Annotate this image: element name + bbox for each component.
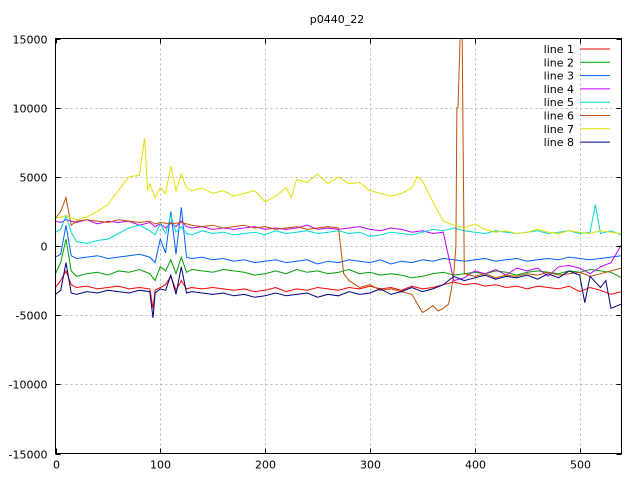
series-line-5: [55, 204, 622, 244]
x-tick-label: 300: [360, 459, 381, 472]
grid-lines: [55, 38, 622, 454]
x-tick-label: 200: [255, 459, 276, 472]
y-tick-label: -5000: [16, 310, 48, 323]
y-tick-label: 15000: [13, 34, 48, 47]
legend-label: line 2: [544, 56, 574, 69]
legend-label: line 1: [544, 43, 574, 56]
y-tick-label: -15000: [9, 449, 48, 462]
chart-title: p0440_22: [310, 13, 364, 26]
x-tick-label: 500: [570, 459, 591, 472]
y-tick-label: 0: [41, 241, 48, 254]
series-line-8: [55, 262, 622, 318]
legend-label: line 5: [544, 96, 574, 109]
axis-ticks: 0 100 200 300 400 500 -15000 -10000 -5000 0 5000 10…: [9, 34, 622, 472]
series-line-7: [55, 138, 622, 235]
x-tick-label: 400: [465, 459, 486, 472]
series-line-1: [55, 269, 622, 309]
y-tick-label: -10000: [9, 379, 48, 392]
series-line-3: [55, 207, 622, 265]
series-line-2: [55, 238, 622, 282]
y-tick-label: 5000: [20, 172, 48, 185]
series-lines: [55, 38, 622, 318]
legend-label: line 3: [544, 70, 574, 83]
legend-label: line 4: [544, 83, 574, 96]
legend-label: line 8: [544, 136, 574, 149]
legend-label: line 6: [544, 110, 574, 123]
x-tick-label: 100: [150, 459, 171, 472]
legend-label: line 7: [544, 123, 574, 136]
series-line-6: [55, 38, 622, 314]
x-tick-label: 0: [53, 459, 60, 472]
y-tick-label: 10000: [13, 103, 48, 116]
